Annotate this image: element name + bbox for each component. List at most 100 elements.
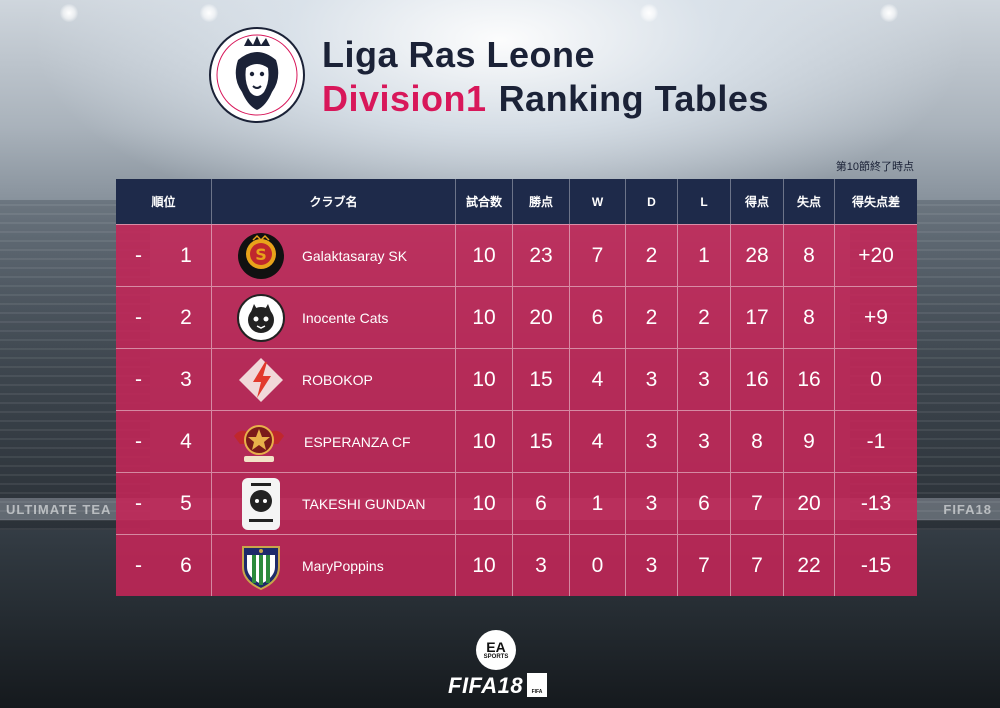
- rank-cell: 4: [161, 411, 212, 472]
- club-cell: ESPERANZA CF: [212, 411, 456, 472]
- goal-difference-cell: +20: [858, 243, 894, 267]
- goal-difference-cell: -13: [860, 491, 892, 515]
- galaktasaray-crest-icon: S: [236, 231, 286, 281]
- col-header-club: クラブ名: [212, 179, 456, 224]
- table-row: - 4 ESPERANZA CF 10 15 4 3 3 8 9 -1: [116, 410, 917, 472]
- points-cell: 6: [513, 473, 570, 534]
- table-row: - 3 ROBOKOP 10 15 4 3 3 16 16 0: [116, 348, 917, 410]
- table-row: - 2 Inocente Cats 10 20 6 2 2 17 8 +9: [116, 286, 917, 348]
- rank-movement: -: [135, 491, 142, 515]
- draws-cell: 2: [626, 287, 678, 348]
- goals-for-cell: 17: [731, 287, 784, 348]
- rank-movement: -: [135, 429, 142, 453]
- wins-cell: 4: [570, 411, 626, 472]
- standings-table: 順位 クラブ名 試合数 勝点 W D L 得点 失点 得失点差 - 1 S Ga…: [116, 179, 917, 596]
- draws-cell: 3: [626, 411, 678, 472]
- stadium-light: [880, 4, 898, 22]
- table-row: - 6 MaryPoppins 10 3 0 3 7 7 22 -15: [116, 534, 917, 596]
- stadium-banner-text-right: FIFA18: [943, 502, 992, 517]
- goals-against-cell: 20: [784, 473, 835, 534]
- stadium-light: [60, 4, 78, 22]
- col-header-rank: 順位: [116, 179, 212, 224]
- losses-cell: 2: [678, 287, 731, 348]
- goals-for-cell: 8: [731, 411, 784, 472]
- fifa18-logo: FIFA18: [448, 673, 523, 699]
- rank-cell: 1: [161, 225, 212, 286]
- col-header-draws: D: [626, 179, 678, 224]
- losses-cell: 3: [678, 349, 731, 410]
- col-header-goals-for: 得点: [731, 179, 784, 224]
- as-of-label: 第10節終了時点: [835, 161, 914, 173]
- marypoppins-crest-icon: [236, 541, 286, 591]
- rank-movement: -: [135, 553, 142, 577]
- goals-against-cell: 22: [784, 535, 835, 596]
- losses-cell: 7: [678, 535, 731, 596]
- club-name: ROBOKOP: [302, 371, 373, 388]
- sports-logo-text: SPORTS: [483, 653, 509, 660]
- losses-cell: 3: [678, 411, 731, 472]
- goals-for-cell: 16: [731, 349, 784, 410]
- club-name: TAKESHI GUNDAN: [302, 495, 426, 512]
- stadium-light: [200, 4, 218, 22]
- svg-text:S: S: [255, 245, 267, 264]
- table-header: 順位 クラブ名 試合数 勝点 W D L 得点 失点 得失点差: [116, 179, 917, 224]
- robokop-crest-icon: [236, 355, 286, 405]
- col-header-wins: W: [570, 179, 626, 224]
- games-cell: 10: [456, 473, 513, 534]
- club-cell: Inocente Cats: [212, 287, 456, 348]
- draws-cell: 3: [626, 535, 678, 596]
- table-row: - 1 S Galaktasaray SK 10 23 7 2 1 28 8 +…: [116, 224, 917, 286]
- page-title: Liga Ras Leone: [322, 34, 596, 75]
- division-label: Division1: [322, 78, 487, 119]
- points-cell: 15: [513, 349, 570, 410]
- rank-cell: 6: [161, 535, 212, 596]
- ea-logo-text: EA: [486, 638, 506, 655]
- col-header-losses: L: [678, 179, 731, 224]
- rank-cell: 5: [161, 473, 212, 534]
- rank-cell: 3: [161, 349, 212, 410]
- club-cell: MaryPoppins: [212, 535, 456, 596]
- points-cell: 23: [513, 225, 570, 286]
- goals-for-cell: 28: [731, 225, 784, 286]
- games-cell: 10: [456, 411, 513, 472]
- games-cell: 10: [456, 349, 513, 410]
- goals-against-cell: 9: [784, 411, 835, 472]
- club-cell: S Galaktasaray SK: [212, 225, 456, 286]
- draws-cell: 2: [626, 225, 678, 286]
- goal-difference-cell: 0: [870, 367, 882, 391]
- esperanza-crest-icon: [230, 417, 288, 467]
- goal-difference-cell: -1: [866, 429, 886, 453]
- rank-movement: -: [135, 243, 142, 267]
- goals-against-cell: 16: [784, 349, 835, 410]
- club-name: MaryPoppins: [302, 557, 384, 574]
- losses-cell: 1: [678, 225, 731, 286]
- stadium-banner-text-left: ULTIMATE TEA: [6, 502, 112, 517]
- wins-cell: 4: [570, 349, 626, 410]
- goals-against-cell: 8: [784, 225, 835, 286]
- club-name: Galaktasaray SK: [302, 247, 408, 264]
- ea-sports-logo: EA SPORTS: [476, 630, 516, 670]
- rating-badge: FIFA: [527, 673, 547, 697]
- club-cell: TAKESHI GUNDAN: [212, 473, 456, 534]
- col-header-goals-against: 失点: [784, 179, 835, 224]
- losses-cell: 6: [678, 473, 731, 534]
- wins-cell: 6: [570, 287, 626, 348]
- rank-cell: 2: [161, 287, 212, 348]
- games-cell: 10: [456, 287, 513, 348]
- goals-for-cell: 7: [731, 473, 784, 534]
- col-header-points: 勝点: [513, 179, 570, 224]
- rank-movement: -: [135, 367, 142, 391]
- takeshi-gundan-crest-icon: [242, 477, 280, 530]
- club-cell: ROBOKOP: [212, 349, 456, 410]
- stadium-light: [640, 4, 658, 22]
- goals-for-cell: 7: [731, 535, 784, 596]
- table-row: - 5 TAKESHI GUNDAN 10 6 1 3 6 7 20 -13: [116, 472, 917, 534]
- points-cell: 20: [513, 287, 570, 348]
- league-logo: [208, 26, 306, 124]
- points-cell: 15: [513, 411, 570, 472]
- wins-cell: 7: [570, 225, 626, 286]
- page-subtitle: Division1 Ranking Tables: [322, 78, 769, 120]
- draws-cell: 3: [626, 349, 678, 410]
- ranking-tables-label: Ranking Tables: [498, 78, 769, 119]
- wins-cell: 0: [570, 535, 626, 596]
